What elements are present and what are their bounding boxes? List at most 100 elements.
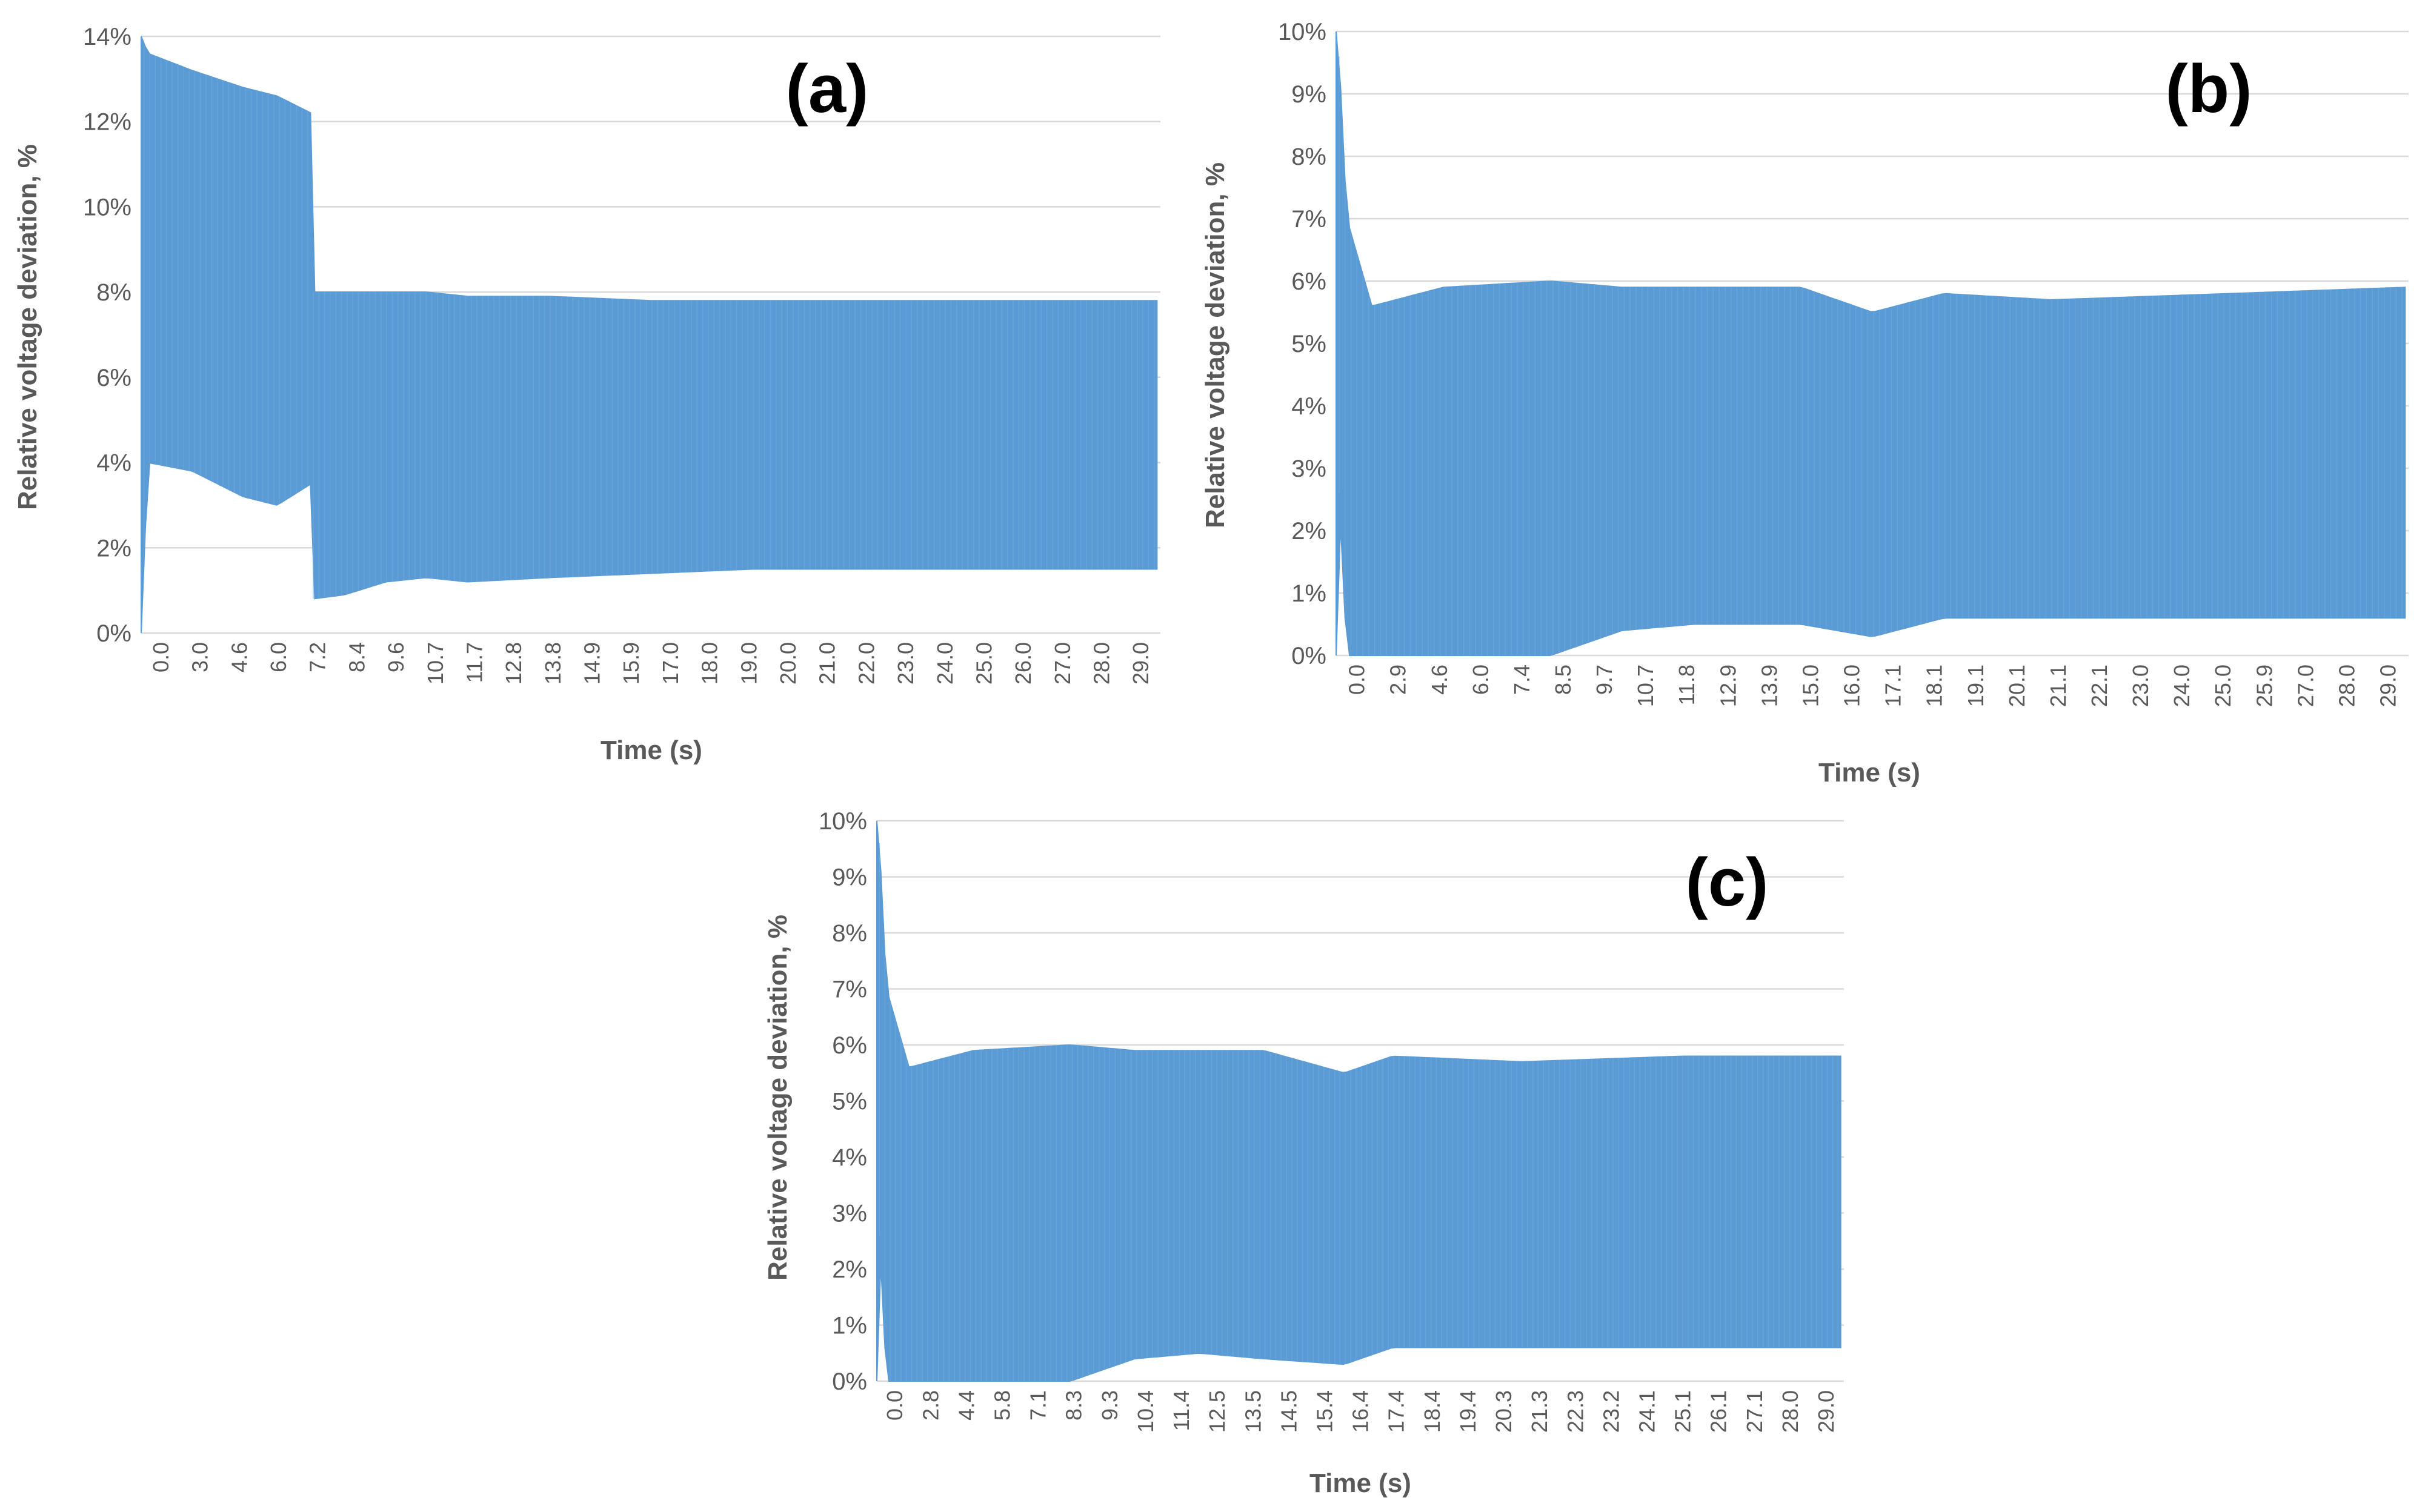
x-tick-label: 11.7 [462, 642, 487, 683]
x-tick-label: 13.9 [1757, 665, 1781, 707]
x-tick-label: 14.5 [1276, 1390, 1301, 1433]
x-tick-label: 21.3 [1527, 1390, 1552, 1433]
x-tick-label: 6.0 [1468, 665, 1493, 695]
x-tick-label: 4.6 [1427, 665, 1452, 695]
x-tick-label: 19.0 [736, 642, 761, 685]
y-tick-label: 5% [832, 1089, 867, 1115]
x-tick-label: 18.1 [1922, 665, 1947, 707]
x-tick-label: 7.1 [1026, 1390, 1051, 1421]
y-tick-label: 7% [1291, 206, 1326, 233]
y-tick-label: 3% [832, 1201, 867, 1227]
x-tick-label: 26.1 [1706, 1390, 1731, 1433]
x-tick-label: 28.0 [2334, 665, 2359, 707]
panel-label: (b) [2165, 51, 2252, 127]
y-tick-label: 6% [96, 365, 131, 391]
x-tick-label: 10.4 [1133, 1390, 1158, 1433]
x-tick-label: 29.0 [1128, 642, 1153, 685]
x-tick-label: 12.9 [1715, 665, 1740, 707]
chart-panel-a: 0% 2% 4% 6% 8% 10% 12% 14% 0.0 3.0 4.6 6.0 7.2 8.4 9.… [13, 24, 1160, 765]
y-tick-label: 6% [832, 1032, 867, 1059]
y-tick-label: 2% [832, 1256, 867, 1283]
y-tick-label: 1% [832, 1313, 867, 1339]
x-tick-label: 20.0 [776, 642, 800, 685]
x-tick-label: 23.0 [893, 642, 918, 685]
x-tick-label: 13.5 [1240, 1390, 1265, 1433]
y-tick-label: 2% [96, 535, 131, 562]
x-tick-label: 16.4 [1348, 1390, 1373, 1433]
x-tick-label: 27.1 [1742, 1390, 1767, 1433]
y-tick-label: 0% [1291, 643, 1326, 669]
x-tick-label: 4.6 [227, 642, 251, 672]
x-tick-label: 21.1 [2046, 665, 2071, 707]
x-tick-label: 19.4 [1455, 1390, 1480, 1433]
y-axis-title: Relative voltage deviation, % [1200, 162, 1230, 528]
y-tick-label: 4% [96, 450, 131, 477]
x-tick-label: 25.0 [2210, 665, 2235, 707]
x-tick-label: 25.1 [1671, 1390, 1695, 1433]
series-envelope-area [1336, 31, 2406, 656]
y-tick-label: 0% [832, 1368, 867, 1395]
x-tick-label: 12.8 [501, 642, 526, 685]
x-tick-labels: 0.0 2.8 4.4 5.8 7.1 8.3 9.3 10.4 11.4 12.5 13.5 14.… [882, 1390, 1838, 1433]
x-tick-label: 22.1 [2087, 665, 2112, 707]
y-axis-title: Relative voltage deviation, % [13, 144, 42, 510]
series-voltage-deviation [141, 36, 1158, 634]
y-tick-label: 4% [832, 1144, 867, 1171]
x-tick-label: 14.9 [580, 642, 605, 685]
series-voltage-deviation [876, 820, 1841, 1382]
x-tick-label: 25.0 [971, 642, 996, 685]
x-tick-label: 6.0 [266, 642, 291, 672]
panel-label: (a) [786, 51, 869, 127]
y-tick-label: 4% [1291, 393, 1326, 420]
x-tick-label: 2.8 [918, 1390, 943, 1421]
x-tick-label: 28.0 [1778, 1390, 1803, 1433]
x-tick-label: 18.4 [1420, 1390, 1445, 1433]
x-tick-label: 29.0 [1814, 1390, 1838, 1433]
x-tick-label: 15.9 [619, 642, 644, 685]
y-tick-label: 8% [96, 279, 131, 306]
y-tick-labels: 0% 2% 4% 6% 8% 10% 12% 14% [83, 24, 131, 647]
x-tick-label: 7.2 [305, 642, 330, 672]
x-tick-label: 27.0 [2293, 665, 2318, 707]
y-tick-label: 10% [83, 194, 131, 220]
x-tick-label: 22.3 [1563, 1390, 1588, 1433]
x-tick-labels: 0.0 3.0 4.6 6.0 7.2 8.4 9.6 10.7 11.7 12.8 13.8 14.… [148, 642, 1153, 685]
x-tick-label: 23.0 [2128, 665, 2153, 707]
x-tick-label: 12.5 [1205, 1390, 1229, 1433]
y-tick-label: 10% [1278, 19, 1326, 45]
x-tick-labels: 0.0 2.9 4.6 6.0 7.4 8.5 9.7 10.7 11.8 12.9 13.9 15.… [1345, 665, 2401, 707]
x-tick-label: 9.6 [384, 642, 408, 672]
x-tick-label: 9.7 [1592, 665, 1617, 695]
y-tick-label: 1% [1291, 580, 1326, 607]
y-tick-label: 6% [1291, 268, 1326, 295]
x-tick-label: 13.8 [541, 642, 565, 685]
x-tick-label: 24.0 [933, 642, 957, 685]
x-tick-label: 18.0 [697, 642, 722, 685]
x-tick-label: 22.0 [854, 642, 879, 685]
x-tick-label: 23.2 [1598, 1390, 1623, 1433]
x-tick-label: 27.0 [1050, 642, 1075, 685]
x-tick-label: 8.3 [1062, 1390, 1086, 1421]
x-tick-label: 0.0 [882, 1390, 907, 1421]
x-tick-label: 7.4 [1509, 665, 1534, 695]
y-axis-title: Relative voltage deviation, % [763, 915, 793, 1281]
x-tick-label: 4.4 [954, 1390, 979, 1421]
x-tick-label: 17.0 [658, 642, 683, 685]
y-tick-label: 7% [832, 976, 867, 1003]
y-tick-label: 14% [83, 24, 131, 50]
x-tick-label: 15.4 [1312, 1390, 1337, 1433]
y-tick-label: 2% [1291, 518, 1326, 545]
x-tick-label: 15.0 [1798, 665, 1823, 707]
x-tick-label: 24.1 [1634, 1390, 1659, 1433]
x-tick-label: 29.0 [2376, 665, 2401, 707]
x-tick-label: 8.5 [1551, 665, 1575, 695]
chart-panel-c: 0% 1% 2% 3% 4% 5% 6% 7% 8% 9% 10% 0.0 2.8 4.4 5.8 7.1 8… [763, 808, 1844, 1498]
x-tick-label: 20.3 [1491, 1390, 1516, 1433]
x-tick-label: 25.9 [2252, 665, 2277, 707]
x-tick-label: 20.1 [2004, 665, 2029, 707]
x-axis-title: Time (s) [600, 735, 702, 765]
x-tick-label: 0.0 [1345, 665, 1369, 695]
series-envelope-area [876, 820, 1841, 1382]
x-tick-label: 24.0 [2169, 665, 2194, 707]
x-tick-label: 21.0 [815, 642, 840, 685]
